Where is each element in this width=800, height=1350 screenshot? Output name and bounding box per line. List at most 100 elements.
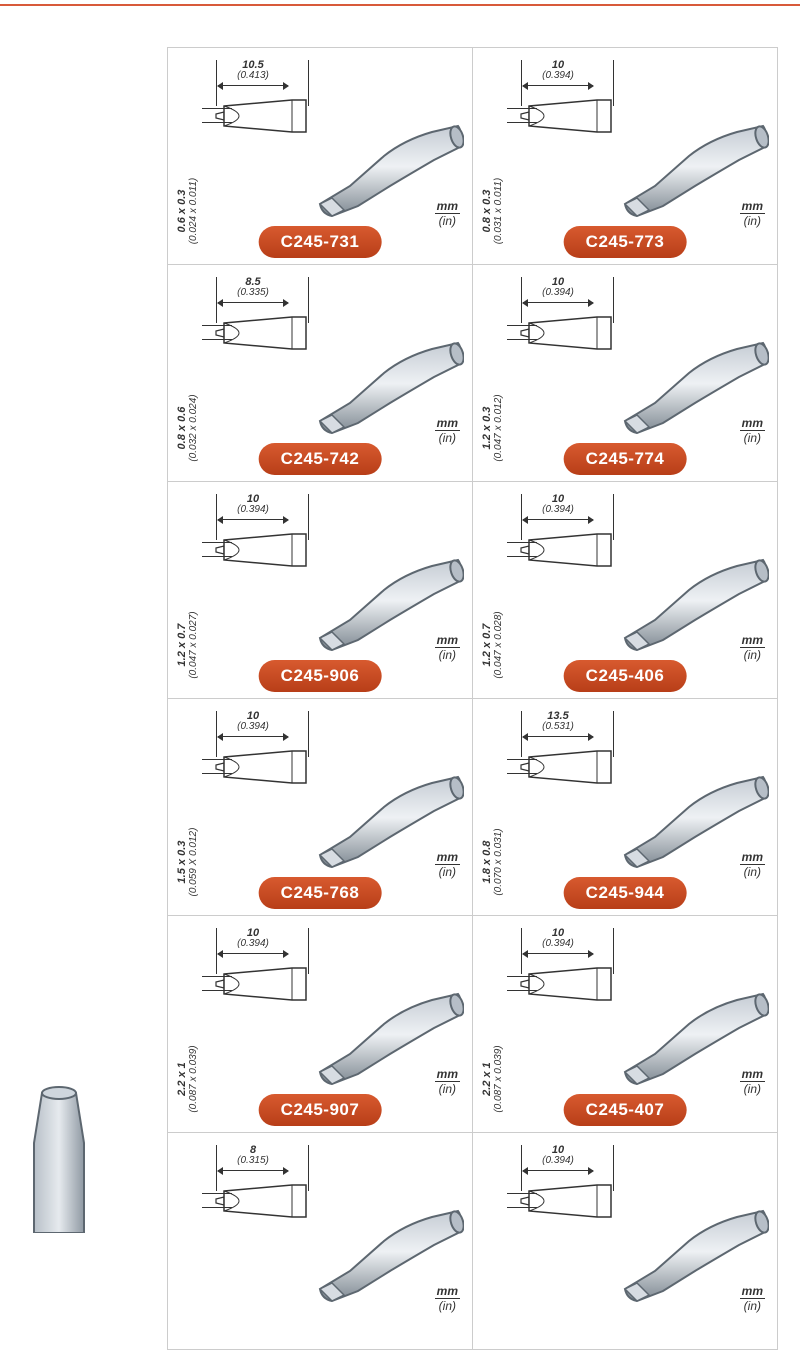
tip-side-view	[214, 966, 310, 1006]
tip-side-view	[214, 98, 310, 138]
dimension-length: 10 (0.394)	[523, 928, 593, 959]
length-in: (0.394)	[523, 288, 593, 298]
unit-label: mm (in)	[435, 633, 460, 662]
length-in: (0.394)	[523, 939, 593, 949]
product-code-badge: C245-774	[564, 443, 687, 475]
product-code-badge: C245-906	[259, 660, 382, 692]
width-in: (0.087 x 0.039)	[189, 1019, 200, 1139]
dimension-width: 1.2 x 0.7 (0.047 x 0.028)	[487, 538, 517, 648]
width-in: (0.047 x 0.027)	[189, 585, 200, 705]
dimension-width: 1.8 x 0.8 (0.070 x 0.031)	[487, 755, 517, 865]
length-in: (0.531)	[523, 722, 593, 732]
tip-side-view	[214, 315, 310, 355]
length-in: (0.394)	[523, 505, 593, 515]
dimension-length: 10 (0.394)	[523, 494, 593, 525]
tip-side-view	[519, 98, 615, 138]
product-cell: 8.5 (0.335) 0.8 x 0.6 (0.032 x 0.024)	[167, 264, 473, 482]
width-in: (0.024 x 0.011)	[189, 151, 200, 271]
product-cell: 10.5 (0.413) 0.6 x 0.3 (0.024 x 0.011)	[167, 47, 473, 265]
tip-side-view	[519, 532, 615, 572]
width-in: (0.047 x 0.012)	[494, 368, 505, 488]
unit-mm: mm	[740, 1067, 765, 1082]
dimension-length: 10 (0.394)	[218, 494, 288, 525]
unit-label: mm (in)	[435, 199, 460, 228]
dimension-length: 10 (0.394)	[523, 277, 593, 308]
dimension-width: 0.8 x 0.6 (0.032 x 0.024)	[182, 321, 212, 431]
product-cell: 10 (0.394) 1.2 x 0.3 (0.047 x 0.012)	[472, 264, 778, 482]
unit-in: (in)	[740, 1299, 765, 1313]
product-cell: 10 (0.394) 2.2 x 1 (0.087 x 0.039)	[167, 915, 473, 1133]
unit-mm: mm	[435, 1284, 460, 1299]
dimension-length: 10.5 (0.413)	[218, 60, 288, 91]
dimension-length: 10 (0.394)	[523, 1145, 593, 1176]
tip-side-view	[214, 532, 310, 572]
dimension-length: 10 (0.394)	[523, 60, 593, 91]
unit-label: mm (in)	[740, 1067, 765, 1096]
dimension-width: 1.2 x 0.7 (0.047 x 0.027)	[182, 538, 212, 648]
product-cell: 13.5 (0.531) 1.8 x 0.8 (0.070 x 0.031)	[472, 698, 778, 916]
unit-mm: mm	[740, 850, 765, 865]
unit-mm: mm	[435, 850, 460, 865]
length-in: (0.394)	[523, 1156, 593, 1166]
unit-mm: mm	[435, 199, 460, 214]
dimension-width: 1.2 x 0.3 (0.047 x 0.012)	[487, 321, 517, 431]
unit-in: (in)	[435, 431, 460, 445]
product-cell: 10 (0.394) 2.2 x 1 (0.087 x 0.039)	[472, 915, 778, 1133]
dimension-width: 1.5 x 0.3 (0.059 X 0.012)	[182, 755, 212, 865]
width-in: (0.059 X 0.012)	[189, 802, 200, 922]
product-code-badge: C245-731	[259, 226, 382, 258]
width-mm: 2.2 x 1	[177, 1019, 189, 1139]
product-cell: 8 (0.315)	[167, 1132, 473, 1350]
unit-mm: mm	[435, 1067, 460, 1082]
width-mm: 0.8 x 0.6	[177, 368, 189, 488]
tip-side-view	[519, 749, 615, 789]
unit-label: mm (in)	[435, 1284, 460, 1313]
length-in: (0.394)	[523, 71, 593, 81]
unit-label: mm (in)	[740, 199, 765, 228]
tip-side-view	[519, 1183, 615, 1223]
unit-in: (in)	[740, 648, 765, 662]
tip-side-view	[519, 966, 615, 1006]
unit-in: (in)	[740, 431, 765, 445]
unit-mm: mm	[435, 416, 460, 431]
unit-label: mm (in)	[435, 416, 460, 445]
tip-side-view	[214, 1183, 310, 1223]
unit-mm: mm	[740, 416, 765, 431]
tip-side-view	[519, 315, 615, 355]
length-in: (0.394)	[218, 505, 288, 515]
length-in: (0.315)	[218, 1156, 288, 1166]
width-in: (0.032 x 0.024)	[189, 368, 200, 488]
width-in: (0.031 x 0.011)	[494, 151, 505, 271]
product-cell: 10 (0.394) 0.8 x 0.3 (0.031 x 0.011)	[472, 47, 778, 265]
unit-mm: mm	[740, 1284, 765, 1299]
length-in: (0.394)	[218, 939, 288, 949]
product-cell: 10 (0.394) 1.2 x 0.7 (0.047 x 0.027)	[167, 481, 473, 699]
dimension-length: 10 (0.394)	[218, 928, 288, 959]
unit-in: (in)	[740, 214, 765, 228]
unit-in: (in)	[435, 1082, 460, 1096]
product-code-badge: C245-773	[564, 226, 687, 258]
unit-label: mm (in)	[435, 1067, 460, 1096]
width-mm: 1.8 x 0.8	[482, 802, 494, 922]
unit-mm: mm	[740, 199, 765, 214]
product-code-badge: C245-944	[564, 877, 687, 909]
side-illustration	[14, 1083, 104, 1238]
width-in: (0.047 x 0.028)	[494, 585, 505, 705]
dimension-width	[487, 1189, 517, 1299]
dimension-length: 8 (0.315)	[218, 1145, 288, 1176]
unit-label: mm (in)	[740, 1284, 765, 1313]
dimension-width	[182, 1189, 212, 1299]
unit-label: mm (in)	[740, 416, 765, 445]
width-mm: 1.2 x 0.7	[482, 585, 494, 705]
length-in: (0.394)	[218, 722, 288, 732]
length-in: (0.335)	[218, 288, 288, 298]
unit-in: (in)	[435, 214, 460, 228]
unit-mm: mm	[740, 633, 765, 648]
product-code-badge: C245-407	[564, 1094, 687, 1126]
dimension-width: 0.8 x 0.3 (0.031 x 0.011)	[487, 104, 517, 214]
unit-label: mm (in)	[740, 850, 765, 879]
width-mm: 0.8 x 0.3	[482, 151, 494, 271]
dimension-width: 2.2 x 1 (0.087 x 0.039)	[182, 972, 212, 1082]
width-mm: 1.5 x 0.3	[177, 802, 189, 922]
unit-in: (in)	[435, 1299, 460, 1313]
